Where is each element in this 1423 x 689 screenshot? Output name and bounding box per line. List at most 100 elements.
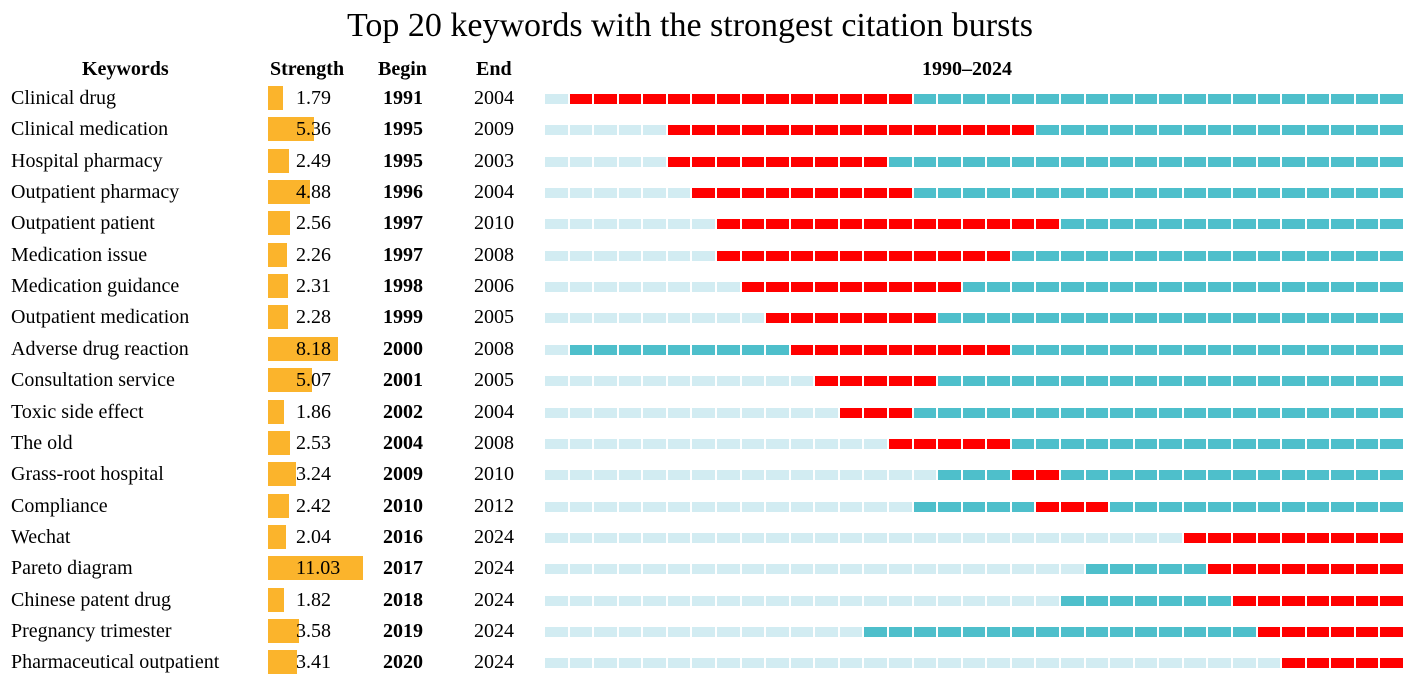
burst-segment: [643, 94, 666, 104]
strength-bar: [268, 148, 290, 173]
inactive-segment: [741, 407, 765, 418]
inactive-segment: [667, 626, 691, 637]
active-segment: [1011, 188, 1035, 199]
active-segment: [1134, 344, 1158, 355]
active-segment: [1282, 94, 1305, 104]
active-segment: [1110, 156, 1133, 167]
inactive-segment: [618, 658, 642, 669]
keyword-label: Consultation service: [11, 369, 175, 392]
inactive-segment: [643, 595, 666, 606]
burst-segment: [790, 250, 814, 261]
active-segment: [1036, 344, 1059, 355]
burst-segment: [1306, 626, 1330, 637]
inactive-segment: [618, 501, 642, 512]
inactive-segment: [569, 658, 593, 669]
burst-segment: [717, 94, 740, 104]
active-segment: [1159, 564, 1182, 575]
active-segment: [1159, 219, 1182, 230]
burst-timeline: [545, 501, 1405, 512]
active-segment: [1036, 250, 1059, 261]
begin-year: 1995: [383, 149, 423, 172]
burst-segment: [864, 156, 887, 167]
active-segment: [913, 94, 937, 104]
active-segment: [1061, 626, 1084, 637]
inactive-segment: [790, 438, 814, 449]
active-segment: [1183, 407, 1207, 418]
end-year: 2024: [474, 557, 514, 580]
inactive-segment: [594, 501, 617, 512]
active-segment: [864, 626, 887, 637]
burst-segment: [766, 282, 789, 293]
inactive-segment: [839, 626, 863, 637]
active-segment: [1208, 501, 1231, 512]
begin-year: 2016: [383, 525, 423, 548]
burst-segment: [1306, 595, 1330, 606]
burst-segment: [594, 94, 617, 104]
burst-segment: [692, 94, 715, 104]
inactive-segment: [618, 125, 642, 136]
active-segment: [1331, 282, 1354, 293]
inactive-segment: [569, 407, 593, 418]
burst-segment: [1011, 470, 1035, 481]
inactive-segment: [569, 313, 593, 324]
active-segment: [1110, 94, 1133, 104]
burst-segment: [667, 156, 691, 167]
inactive-segment: [545, 344, 568, 355]
active-segment: [1159, 125, 1182, 136]
burst-segment: [839, 282, 863, 293]
burst-segment: [1282, 532, 1305, 543]
active-segment: [1282, 313, 1305, 324]
active-segment: [1110, 595, 1133, 606]
strength-bar: [268, 618, 299, 643]
end-year: 2003: [474, 149, 514, 172]
begin-year: 2002: [383, 400, 423, 423]
active-segment: [1110, 344, 1133, 355]
table-row: Outpatient medication 2.28 1999 2005: [0, 304, 1423, 335]
inactive-segment: [864, 470, 887, 481]
burst-segment: [962, 438, 986, 449]
inactive-segment: [569, 376, 593, 387]
active-segment: [962, 470, 986, 481]
burst-segment: [987, 438, 1010, 449]
active-segment: [1257, 219, 1281, 230]
active-segment: [1085, 470, 1109, 481]
inactive-segment: [839, 501, 863, 512]
strength-value: 2.56: [296, 212, 331, 235]
active-segment: [1331, 125, 1354, 136]
burst-timeline: [545, 376, 1405, 387]
table-row: Grass-root hospital 3.24 2009 2010: [0, 461, 1423, 492]
inactive-segment: [545, 595, 568, 606]
active-segment: [962, 407, 986, 418]
active-segment: [889, 626, 912, 637]
active-segment: [1331, 438, 1354, 449]
burst-segment: [938, 282, 961, 293]
burst-segment: [938, 250, 961, 261]
active-segment: [1110, 564, 1133, 575]
inactive-segment: [545, 156, 568, 167]
active-segment: [1134, 438, 1158, 449]
active-segment: [1233, 626, 1256, 637]
inactive-segment: [545, 188, 568, 199]
active-segment: [1085, 219, 1109, 230]
burst-segment: [889, 188, 912, 199]
inactive-segment: [569, 250, 593, 261]
burst-segment: [790, 188, 814, 199]
active-segment: [1159, 344, 1182, 355]
inactive-segment: [815, 407, 838, 418]
burst-segment: [1282, 658, 1305, 669]
end-year: 2024: [474, 651, 514, 674]
inactive-segment: [643, 313, 666, 324]
active-segment: [1085, 344, 1109, 355]
inactive-segment: [618, 376, 642, 387]
burst-segment: [1257, 564, 1281, 575]
inactive-segment: [889, 532, 912, 543]
active-segment: [1306, 219, 1330, 230]
begin-year: 2017: [383, 557, 423, 580]
begin-year: 1991: [383, 87, 423, 109]
inactive-segment: [766, 626, 789, 637]
inactive-segment: [717, 313, 740, 324]
burst-timeline: [545, 564, 1405, 575]
inactive-segment: [594, 313, 617, 324]
active-segment: [1110, 125, 1133, 136]
strength-value: 2.28: [296, 306, 331, 329]
